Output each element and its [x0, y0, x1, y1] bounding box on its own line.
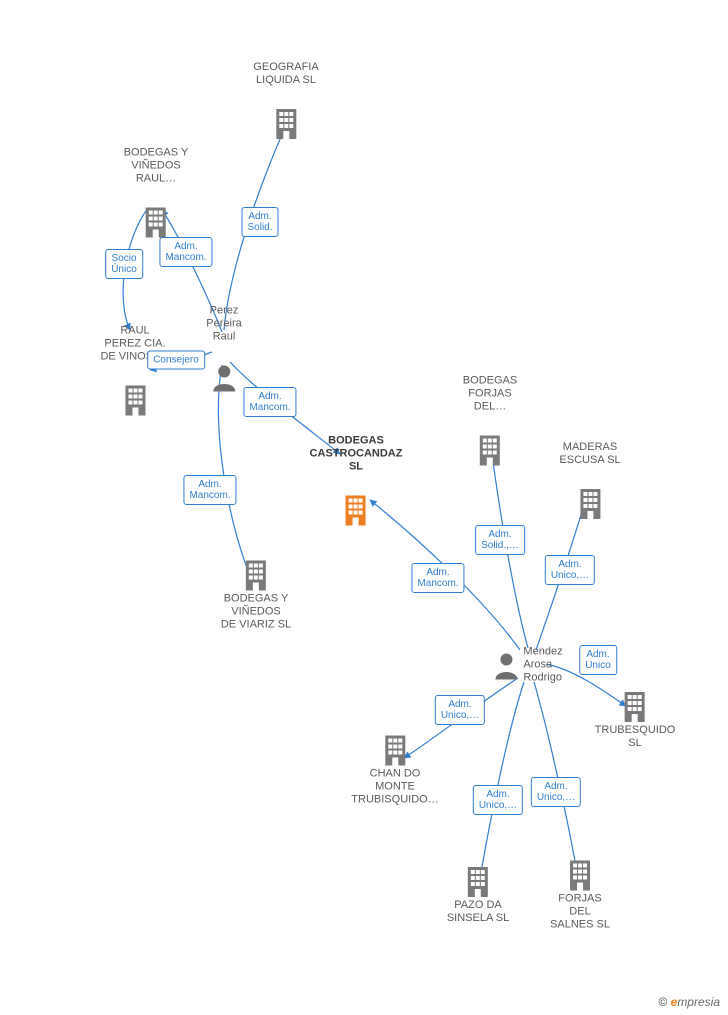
edge-label-perez-raul_cia[interactable]: Consejero [147, 351, 205, 370]
edge-label-perez-bod_raul[interactable]: Adm. Mancom. [159, 237, 212, 267]
edge-label-perez-viariz[interactable]: Adm. Mancom. [183, 475, 236, 505]
node-viariz[interactable]: BODEGAS Y VIÑEDOS DE VIARIZ SL [221, 559, 291, 632]
node-chan[interactable]: CHAN DO MONTE TRUBISQUIDO… [351, 734, 438, 807]
building-icon [273, 114, 299, 131]
edge-label-bod_raul-raul_cia[interactable]: Socio Único [105, 249, 143, 279]
building-icon [143, 213, 169, 230]
node-label: TRUBESQUIDO SL [595, 724, 676, 750]
node-label: BODEGAS FORJAS DEL… [463, 375, 517, 414]
node-raul_cia[interactable]: RAUL PEREZ CIA. DE VINOS SL [100, 325, 169, 416]
edge-mendez-pazo [480, 682, 524, 878]
node-mendez[interactable]: Mendez Arosa Rodrigo [493, 646, 562, 685]
node-forjasal[interactable]: FORJAS DEL SALNES SL [550, 859, 610, 932]
node-pazo[interactable]: PAZO DA SINSELA SL [447, 865, 509, 925]
copyright-symbol: © [658, 995, 667, 1009]
building-icon [477, 441, 503, 458]
node-label: Perez Pereira Raul [206, 305, 241, 344]
edge-label-perez-geo[interactable]: Adm. Solid. [241, 207, 278, 237]
node-label: BODEGAS Y VIÑEDOS RAUL… [124, 147, 189, 186]
node-bod_raul[interactable]: BODEGAS Y VIÑEDOS RAUL… [124, 147, 189, 238]
edge-label-mendez-forjasal[interactable]: Adm. Unico,… [531, 777, 581, 807]
building-icon [567, 866, 593, 883]
node-label: PAZO DA SINSELA SL [447, 899, 509, 925]
node-label: Mendez Arosa Rodrigo [523, 646, 562, 685]
person-icon [211, 369, 237, 386]
building-icon [622, 697, 648, 714]
building-icon [577, 494, 603, 511]
building-icon [122, 391, 148, 408]
building-icon [382, 741, 408, 758]
node-label: CHAN DO MONTE TRUBISQUIDO… [351, 768, 438, 807]
person-icon [493, 656, 519, 673]
node-label: MADERAS ESCUSA SL [559, 441, 620, 467]
node-trubesq[interactable]: TRUBESQUIDO SL [595, 690, 676, 750]
node-label: FORJAS DEL SALNES SL [550, 893, 610, 932]
network-diagram: GEOGRAFIA LIQUIDA SL BODEGAS Y VIÑEDOS R… [0, 0, 728, 1015]
brand-rest: mpresia [677, 995, 720, 1009]
node-label: BODEGAS CASTROCANDAZ SL [310, 435, 403, 474]
edge-label-mendez-forjas[interactable]: Adm. Solid.,… [475, 525, 525, 555]
edge-label-mendez-castro[interactable]: Adm. Mancom. [411, 563, 464, 593]
edge-label-perez-castro[interactable]: Adm. Mancom. [243, 387, 296, 417]
edge-label-mendez-maderas[interactable]: Adm. Unico,… [545, 555, 595, 585]
edge-label-mendez-trubesq[interactable]: Adm. Unico [579, 645, 617, 675]
footer-copyright: © empresia [658, 995, 720, 1009]
edge-label-mendez-chan[interactable]: Adm. Unico,… [435, 695, 485, 725]
building-icon [243, 566, 269, 583]
node-label: BODEGAS Y VIÑEDOS DE VIARIZ SL [221, 593, 291, 632]
node-maderas[interactable]: MADERAS ESCUSA SL [559, 441, 620, 519]
node-geo[interactable]: GEOGRAFIA LIQUIDA SL [253, 61, 318, 139]
node-label: GEOGRAFIA LIQUIDA SL [253, 61, 318, 87]
node-perez[interactable]: Perez Pereira Raul [206, 305, 241, 392]
node-castro[interactable]: BODEGAS CASTROCANDAZ SL [310, 435, 403, 526]
edge-label-mendez-pazo[interactable]: Adm. Unico,… [473, 785, 523, 815]
building-icon [465, 872, 491, 889]
node-forjas[interactable]: BODEGAS FORJAS DEL… [463, 375, 517, 466]
building-icon [343, 501, 369, 518]
